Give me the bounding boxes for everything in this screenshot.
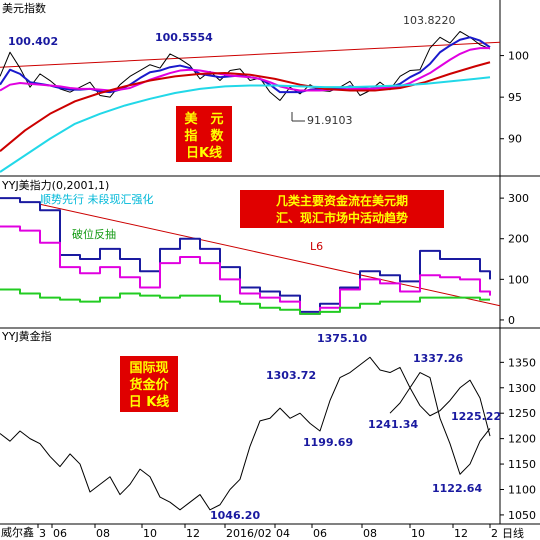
period-label: 日线 (502, 526, 524, 540)
series-line (0, 288, 490, 315)
annotation: 1225.22 (451, 410, 501, 423)
label-box-line: 国际现 (129, 361, 168, 376)
x-tick-label: 3 (39, 527, 46, 540)
y-tick-label: 95 (508, 91, 522, 104)
annotation: 1046.20 (210, 509, 260, 522)
label-box-background (240, 190, 444, 228)
label-box-line: 指 数 (184, 128, 224, 144)
x-tick-label: 10 (411, 527, 425, 540)
annotation: 1303.72 (266, 369, 316, 382)
y-tick-label: 100 (508, 50, 529, 63)
label-box-line: 汇、现汇市场中活动趋势 (276, 210, 408, 225)
y-tick-label: 1300 (508, 382, 536, 395)
series-line (0, 356, 491, 511)
annotation: 1337.26 (413, 352, 463, 365)
chart-label-box: 美 元 指 数 日K线 (176, 106, 232, 162)
y-tick-label: 1200 (508, 433, 536, 446)
source-label: 威尔鑫 (1, 525, 34, 539)
label-box-line: 日K线 (186, 145, 222, 161)
annotation: 91.9103 (307, 114, 353, 127)
y-tick-label: 100 (508, 273, 529, 286)
panel-title: YYJ美指力(0,2001,1) (1, 178, 109, 192)
label-box-line: 货金价 (129, 377, 169, 393)
annotation: L6 (310, 240, 323, 253)
annotation: 1375.10 (317, 332, 367, 345)
x-tick-label: 06 (53, 527, 67, 540)
annotation: 1122.64 (432, 482, 482, 495)
x-tick-label: 12 (186, 527, 200, 540)
x-tick-label: 2016/02 (226, 527, 272, 540)
annotation: 1241.34 (368, 418, 418, 431)
y-tick-label: 90 (508, 133, 522, 146)
y-tick-label: 1050 (508, 509, 536, 522)
y-tick-label: 0 (508, 314, 515, 327)
panel-title: YYJ黄金指 (1, 329, 52, 343)
y-tick-label: 1100 (508, 483, 536, 496)
y-tick-label: 1150 (508, 458, 536, 471)
x-tick-label: 08 (96, 527, 110, 540)
series-line (0, 76, 491, 173)
label-box-line: 美 元 (184, 111, 223, 127)
annotation: 103.8220 (403, 14, 456, 27)
annotation: 1199.69 (303, 436, 353, 449)
x-tick-label: 04 (276, 527, 290, 540)
y-tick-label: 1250 (508, 407, 536, 420)
y-tick-label: 1350 (508, 356, 536, 369)
label-box-background (120, 356, 178, 412)
x-tick-label: 10 (143, 527, 157, 540)
annotation: 100.5554 (155, 31, 213, 44)
series-line (0, 197, 491, 313)
chart-label-box: 国际现 货金价 日 K线 (120, 356, 178, 412)
panel-title: 美元指数 (2, 1, 46, 15)
dollar-index-panel: 美元指数 90 95 100 美 元 指 数 日K线 100.402 100.555… (0, 0, 529, 176)
series-line (389, 372, 491, 475)
x-tick-label: 06 (313, 527, 327, 540)
trendline (39, 203, 501, 307)
series-line (0, 225, 491, 315)
annotation: 破位反抽 (72, 227, 116, 241)
x-tick-label: 12 (454, 527, 468, 540)
x-tick-label: 2 (491, 527, 498, 540)
y-tick-label: 300 (508, 192, 529, 205)
annotation: 100.402 (8, 35, 58, 48)
annotation: 顺势先行 未段现汇强化 (40, 192, 154, 206)
gold-index-panel: YYJ黄金指 1050 1100 1150 1200 1250 1300 1350 国际现 … (0, 328, 536, 524)
x-tick-label: 08 (363, 527, 377, 540)
label-box-background (176, 106, 232, 162)
chart-label-box: 几类主要资金流在美元期 汇、现汇市场中活动趋势 (240, 190, 444, 228)
dollar-force-indicator-panel: YYJ美指力(0,2001,1) 0 100 200 300 几类主要资金流在美元期 … (0, 176, 529, 328)
series-line (0, 47, 490, 92)
y-tick-label: 200 (508, 233, 529, 246)
label-box-line: 日 K线 (129, 394, 170, 410)
label-box-line: 几类主要资金流在美元期 (276, 193, 408, 208)
trendline (0, 41, 501, 68)
